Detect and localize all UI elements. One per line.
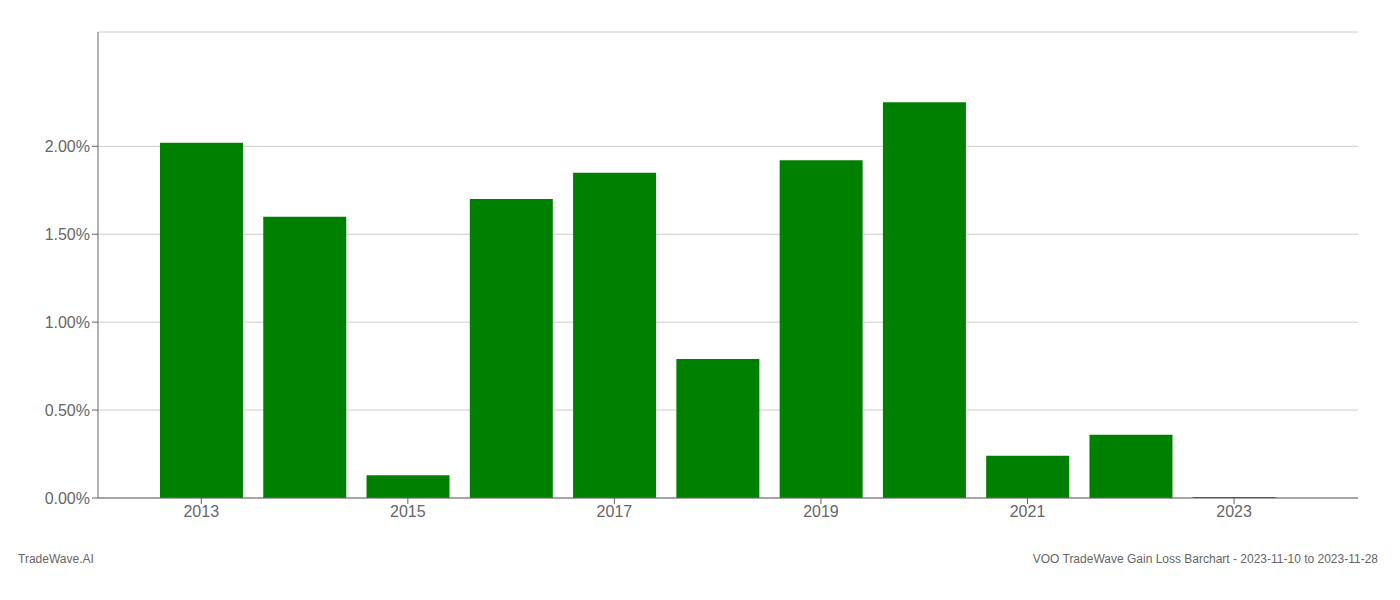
svg-text:2017: 2017 [597, 503, 633, 520]
svg-text:2015: 2015 [390, 503, 426, 520]
svg-text:0.00%: 0.00% [45, 490, 90, 507]
svg-text:1.50%: 1.50% [45, 226, 90, 243]
html-text:VOO TradeWave Gain Loss Barcha: VOO TradeWave Gain Loss Barchart - 2023-… [1032, 552, 1378, 566]
html-text:TradeWave.AI: TradeWave.AI [18, 552, 94, 566]
svg-text:1.00%: 1.00% [45, 314, 90, 331]
svg-text:2023: 2023 [1216, 503, 1252, 520]
svg-text:2.00%: 2.00% [45, 138, 90, 155]
svg-text:2021: 2021 [1010, 503, 1046, 520]
svg-text:0.50%: 0.50% [45, 402, 90, 419]
svg-text:2013: 2013 [183, 503, 219, 520]
svg-text:2019: 2019 [803, 503, 839, 520]
